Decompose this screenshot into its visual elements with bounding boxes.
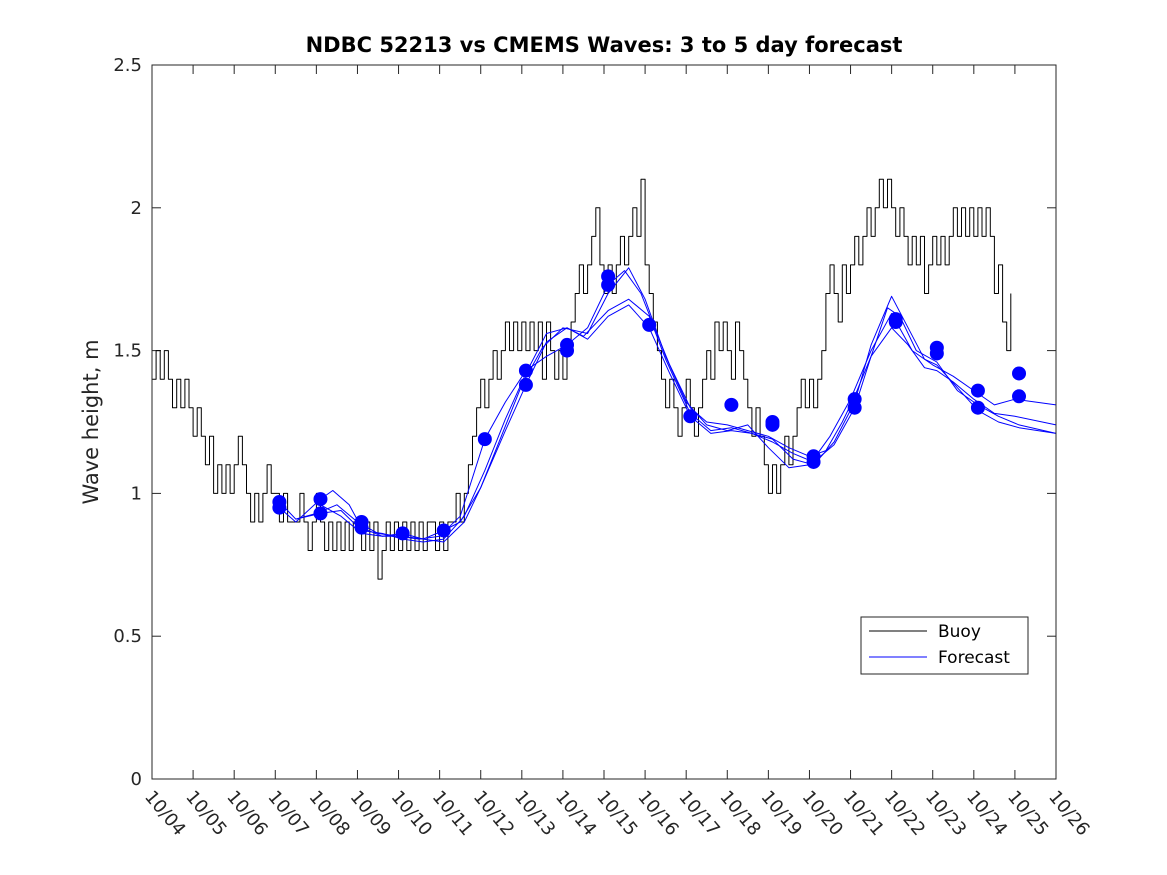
forecast-marker: [313, 492, 328, 507]
y-tick-label: 1.5: [113, 341, 142, 362]
forecast-series-line: [320, 267, 1057, 543]
y-tick-label: 0: [131, 769, 142, 790]
forecast-marker: [518, 377, 533, 392]
forecast-marker: [888, 315, 903, 330]
legend-box: [860, 616, 1029, 675]
forecast-marker: [313, 506, 328, 521]
forecast-marker: [354, 520, 369, 535]
forecast-marker: [272, 500, 287, 515]
forecast-marker: [970, 383, 985, 398]
y-tick-label: 2.5: [113, 55, 142, 76]
forecast-marker: [765, 417, 780, 432]
y-axis-label: Wave height, m: [79, 339, 103, 504]
forecast-series-line: [295, 295, 1057, 543]
buoy-series-line: [152, 178, 1012, 580]
forecast-series-line: [279, 298, 1057, 540]
legend-label-buoy: Buoy: [938, 622, 981, 642]
forecast-marker: [724, 397, 739, 412]
y-tick-label: 2: [131, 198, 142, 219]
forecast-marker: [477, 432, 492, 447]
y-tick-label: 1: [131, 483, 142, 504]
forecast-marker: [970, 400, 985, 415]
forecast-marker: [683, 409, 698, 424]
forecast-marker: [847, 400, 862, 415]
forecast-markers: [272, 269, 1027, 541]
forecast-marker: [642, 317, 657, 332]
forecast-marker: [436, 523, 451, 538]
y-tick-label: 0.5: [113, 626, 142, 647]
plot-frame: [151, 64, 1057, 780]
legend-label-forecast: Forecast: [938, 648, 1010, 668]
forecast-marker: [395, 526, 410, 541]
forecast-marker: [929, 346, 944, 361]
y-tick-labels: 0 0.5 1 1.5 2 2.5: [113, 55, 142, 790]
forecast-marker: [601, 277, 616, 292]
forecast-marker: [1012, 366, 1027, 381]
series-lines: [152, 178, 1057, 580]
legend: Buoy Forecast: [860, 616, 1029, 675]
forecast-marker: [806, 454, 821, 469]
forecast-marker: [518, 363, 533, 378]
forecast-marker: [1012, 389, 1027, 404]
chart-title: NDBC 52213 vs CMEMS Waves: 3 to 5 day fo…: [306, 33, 903, 57]
forecast-marker: [560, 343, 575, 358]
